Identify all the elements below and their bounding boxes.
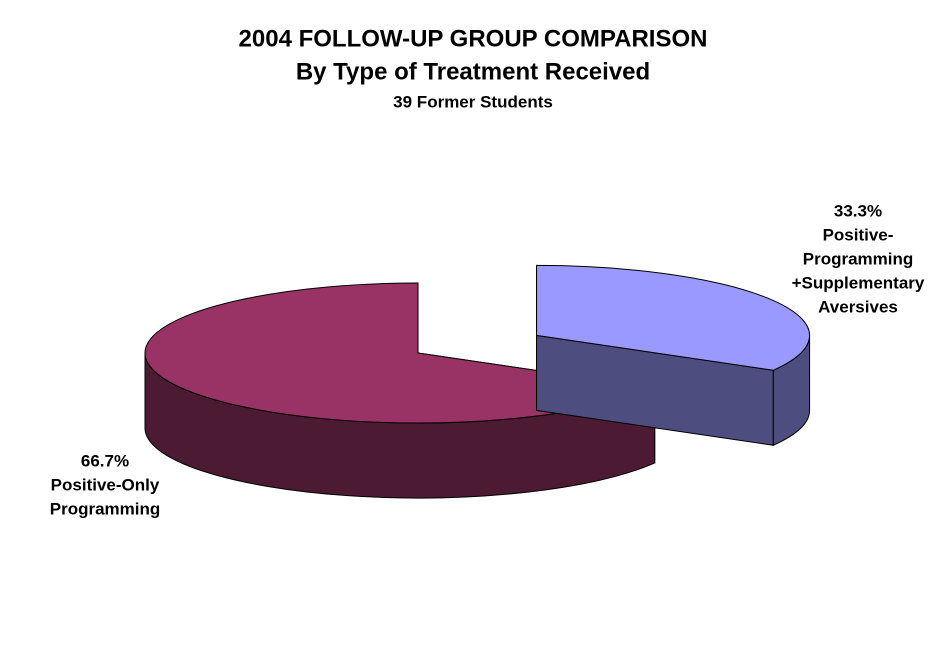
slice-label: +Supplementary (792, 273, 925, 292)
chart-subtitle: By Type of Treatment Received (296, 58, 650, 85)
slice-label: Aversives (818, 297, 898, 316)
slice-label: Positive- (823, 225, 894, 244)
slice (144, 282, 657, 424)
value-label: 33.3% (834, 201, 882, 220)
chart-caption: 39 Former Students (393, 92, 553, 111)
slice-label: Programming (50, 499, 161, 518)
slice-label: Positive-Only (51, 475, 160, 494)
value-label: 66.7% (81, 451, 129, 470)
slice-label: Programming (803, 249, 914, 268)
slice (536, 264, 810, 371)
chart-title: 2004 FOLLOW-UP GROUP COMPARISON (239, 25, 708, 52)
